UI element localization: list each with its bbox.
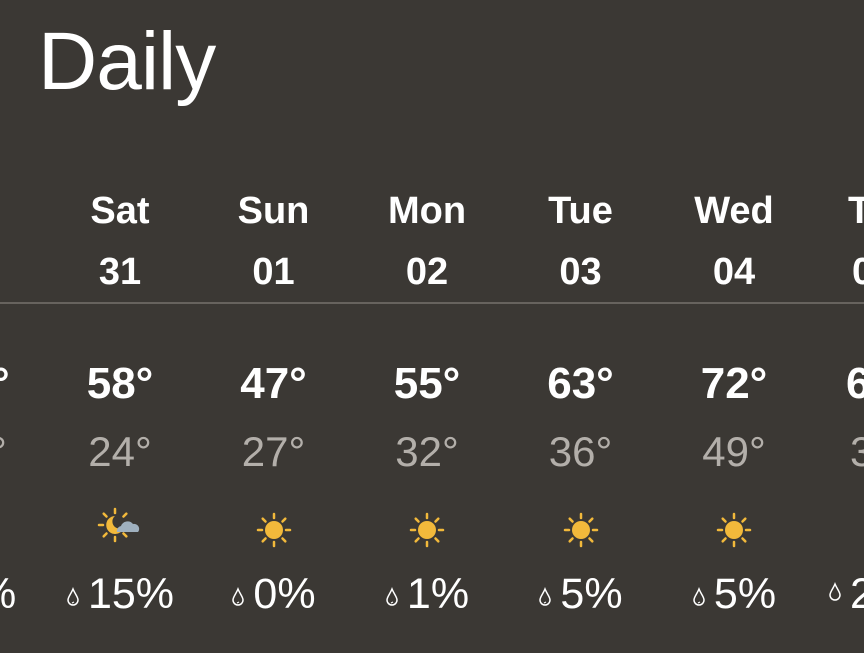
day-name: Sat — [90, 190, 150, 232]
low-temp: 32° — [395, 428, 459, 475]
low-temp: 3 — [850, 428, 864, 475]
day-column[interactable]: Sun 01 47° 27° 0% — [199, 0, 349, 653]
day-column[interactable]: Mon 02 55° 32° 1% — [352, 0, 502, 653]
precip-chance: 1% — [352, 568, 502, 620]
sun-icon — [352, 505, 502, 555]
precip-value: % — [0, 568, 16, 620]
precip-value: 5% — [560, 570, 623, 618]
day-date: 03 — [559, 251, 602, 293]
day-date: 0 — [852, 251, 864, 293]
day-name: Wed — [694, 190, 774, 232]
high-temp: 58° — [86, 359, 154, 408]
page-title: Daily — [38, 16, 216, 107]
day-column[interactable]: Tue 03 63° 36° 5% — [506, 0, 656, 653]
precip-value: 5% — [713, 570, 777, 618]
sun-icon — [506, 505, 656, 555]
low-temp: ° — [0, 427, 7, 477]
precip-chance: 5% — [659, 568, 809, 620]
day-date: 04 — [712, 251, 756, 293]
moon-cloud-icon — [45, 505, 195, 555]
day-date: 01 — [252, 251, 295, 293]
precip-chance: 5% — [506, 568, 656, 620]
high-temp: 63° — [547, 359, 614, 408]
day-name: Tue — [548, 190, 613, 232]
raindrop-icon — [693, 587, 705, 606]
day-name: Mon — [387, 190, 467, 232]
low-temp: 27° — [241, 428, 306, 475]
sun-icon — [659, 505, 809, 555]
raindrop-icon — [539, 587, 552, 606]
high-temp: 47° — [240, 359, 307, 408]
precip-value: 0% — [253, 570, 316, 618]
day-column[interactable]: Sat 31 58° 24° 15% — [45, 0, 195, 653]
day-name: Sun — [237, 190, 310, 232]
divider — [0, 302, 864, 304]
low-temp: 24° — [88, 428, 152, 475]
high-temp: 6 — [846, 359, 864, 408]
precip-value: 1% — [406, 570, 470, 618]
precip-chance: 15% — [45, 568, 195, 620]
precip-value: 2 — [850, 570, 864, 618]
low-temp: 49° — [702, 428, 766, 475]
raindrop-icon — [232, 587, 245, 606]
precip-value: 15% — [87, 570, 175, 618]
raindrop-icon — [386, 587, 398, 606]
day-column[interactable]: Wed 04 72° 49° 5% — [659, 0, 809, 653]
high-temp: ° — [0, 359, 10, 408]
raindrop-icon — [829, 582, 841, 601]
day-date: 02 — [405, 251, 449, 293]
high-temp: 55° — [393, 359, 461, 408]
raindrop-icon — [67, 587, 79, 606]
day-name: T — [848, 190, 864, 232]
sun-icon — [199, 505, 349, 555]
precip-chance: 0% — [199, 568, 349, 620]
high-temp: 72° — [700, 359, 768, 408]
low-temp: 36° — [548, 428, 613, 475]
day-date: 31 — [98, 251, 142, 293]
